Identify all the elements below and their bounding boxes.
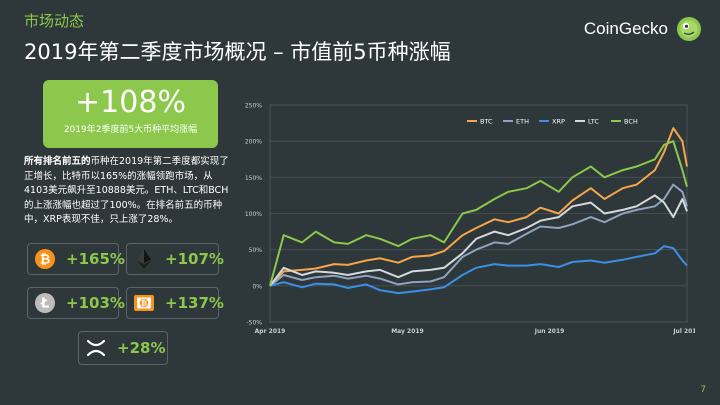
legend-label-eth: ETH: [516, 118, 529, 126]
coin-card-ltc: Ł +103%: [27, 287, 125, 319]
coin-change-eth: +107%: [165, 250, 224, 268]
coin-change-ltc: +103%: [66, 294, 125, 312]
x-tick-label: Apr 2019: [255, 328, 286, 335]
brand-logo: CoinGecko: [584, 16, 702, 42]
y-tick-label: 150%: [245, 175, 262, 182]
svg-text:₿: ₿: [40, 253, 51, 268]
svg-text:₿: ₿: [141, 300, 147, 308]
legend-label-btc: BTC: [480, 118, 493, 126]
average-gain-box: +108% 2019年2季度前5大币种平均涨幅: [43, 80, 218, 148]
slide-title: 2019年第二季度市场概况 – 市值前5币种涨幅: [24, 40, 451, 64]
litecoin-icon: Ł: [35, 293, 55, 313]
series-line-btc: [269, 127, 688, 287]
coin-change-bch: +137%: [165, 294, 224, 312]
bitcoin-cash-icon: ₿: [134, 295, 154, 311]
series-line-eth: [269, 183, 688, 287]
coin-card-xrp: +28%: [78, 331, 168, 365]
y-tick-label: 100%: [245, 211, 262, 218]
average-gain-caption: 2019年2季度前5大币种平均涨幅: [63, 125, 198, 135]
series-line-ltc: [269, 194, 688, 287]
summary-body: 币种在2019年第二季度都实现了正增长，比特币以165%的涨幅领跑市场，从410…: [24, 156, 229, 225]
svg-text:Ł: Ł: [40, 297, 49, 312]
y-tick-label: 200%: [245, 139, 262, 146]
legend-label-bch: BCH: [624, 118, 638, 126]
series-line-xrp: [269, 245, 688, 295]
y-tick-label: -50%: [246, 320, 262, 327]
legend-label-ltc: LTC: [588, 118, 599, 126]
page-number: 7: [700, 385, 706, 395]
x-tick-label: Jul 2019: [672, 328, 695, 335]
coin-change-xrp: +28%: [117, 339, 166, 357]
x-tick-label: May 2019: [391, 328, 424, 335]
coin-card-eth: +107%: [126, 243, 224, 275]
coin-card-bch: ₿ +137%: [126, 287, 224, 319]
x-tick-label: Jun 2019: [534, 328, 565, 335]
xrp-icon: [86, 339, 106, 357]
summary-lead: 所有排名前五的: [24, 156, 91, 167]
summary-text: 所有排名前五的币种在2019年第二季度都实现了正增长，比特币以165%的涨幅领跑…: [24, 155, 229, 228]
legend-label-xrp: XRP: [552, 118, 565, 126]
coin-change-btc: +165%: [66, 250, 125, 268]
coin-card-btc: ₿ +165%: [27, 243, 125, 275]
bitcoin-icon: ₿: [35, 249, 55, 269]
section-label: 市场动态: [24, 12, 85, 30]
ethereum-icon: [137, 249, 151, 269]
y-tick-label: 0%: [252, 283, 262, 290]
gecko-logo-icon: [677, 17, 701, 41]
y-tick-label: 50%: [249, 247, 263, 254]
line-chart-svg: -50% 0% 50% 100% 150% 200% 250% Apr 2019 May 201…: [245, 103, 701, 336]
brand-name: CoinGecko: [583, 19, 668, 38]
price-change-chart: -50% 0% 50% 100% 150% 200% 250% Apr 2019 May 201…: [230, 95, 701, 340]
y-tick-label: 250%: [245, 103, 262, 110]
series-line-bch: [269, 140, 688, 287]
average-gain-value: +108%: [75, 85, 186, 120]
